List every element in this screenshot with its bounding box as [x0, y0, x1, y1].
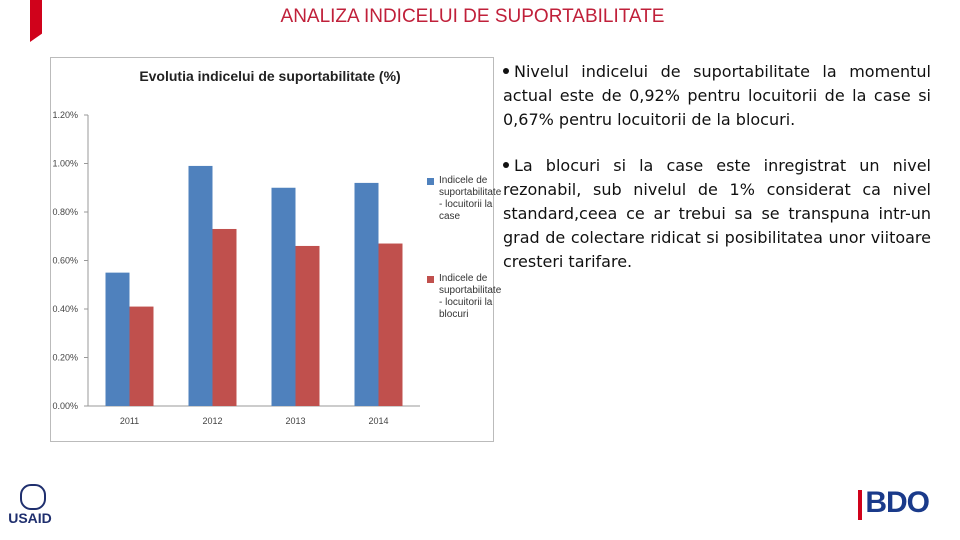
legend-label: Indicele de suportabilitate - locuitorii…: [439, 175, 502, 222]
bar: [354, 182, 379, 406]
bar: [295, 245, 320, 406]
x-tick-label: 2013: [285, 416, 305, 426]
y-tick-label: 1.00%: [52, 159, 78, 169]
bar: [212, 228, 237, 406]
y-tick-label: 0.80%: [52, 207, 78, 217]
x-tick-label: 2014: [368, 416, 388, 426]
y-tick-label: 0.20%: [52, 353, 78, 363]
accent-bar: [30, 0, 42, 42]
bdo-accent: [858, 490, 862, 520]
bar: [129, 306, 154, 406]
legend-item: Indicele de suportabilitate - locuitorii…: [427, 273, 501, 321]
bullet-list: Nivelul indicelui de suportabilitate la …: [503, 60, 931, 296]
x-tick-label: 2012: [202, 416, 222, 426]
bdo-text: BDO: [865, 486, 930, 519]
x-tick-label: 2011: [120, 416, 139, 426]
bar: [271, 187, 296, 406]
y-tick-label: 0.40%: [52, 304, 78, 314]
legend-swatch: [427, 276, 434, 283]
usaid-seal: [20, 484, 46, 510]
legend-label: Indicele de suportabilitate - locuitorii…: [439, 273, 502, 320]
bullet-text: La blocuri si la case este inregistrat u…: [503, 156, 931, 271]
legend-swatch: [427, 178, 434, 185]
bar: [378, 243, 403, 406]
legend-item: Indicele de suportabilitate - locuitorii…: [427, 175, 501, 223]
chart: Evolutia indicelui de suportabilitate (%…: [50, 57, 494, 442]
bullet-text: Nivelul indicelui de suportabilitate la …: [503, 62, 931, 129]
y-tick-label: 1.20%: [52, 110, 78, 120]
slide-title: ANALIZA INDICELUI DE SUPORTABILITATE: [280, 6, 665, 27]
bar: [105, 272, 130, 406]
bullet: La blocuri si la case este inregistrat u…: [503, 154, 931, 274]
usaid-logo: USAID: [8, 510, 52, 526]
y-tick-label: 0.00%: [52, 401, 78, 411]
bdo-logo: BDO: [858, 486, 930, 520]
y-tick-label: 0.60%: [52, 256, 78, 266]
bullet: Nivelul indicelui de suportabilitate la …: [503, 60, 931, 132]
legend: Indicele de suportabilitate - locuitorii…: [427, 175, 501, 371]
chart-title: Evolutia indicelui de suportabilitate (%…: [139, 68, 400, 84]
bar: [188, 165, 213, 406]
